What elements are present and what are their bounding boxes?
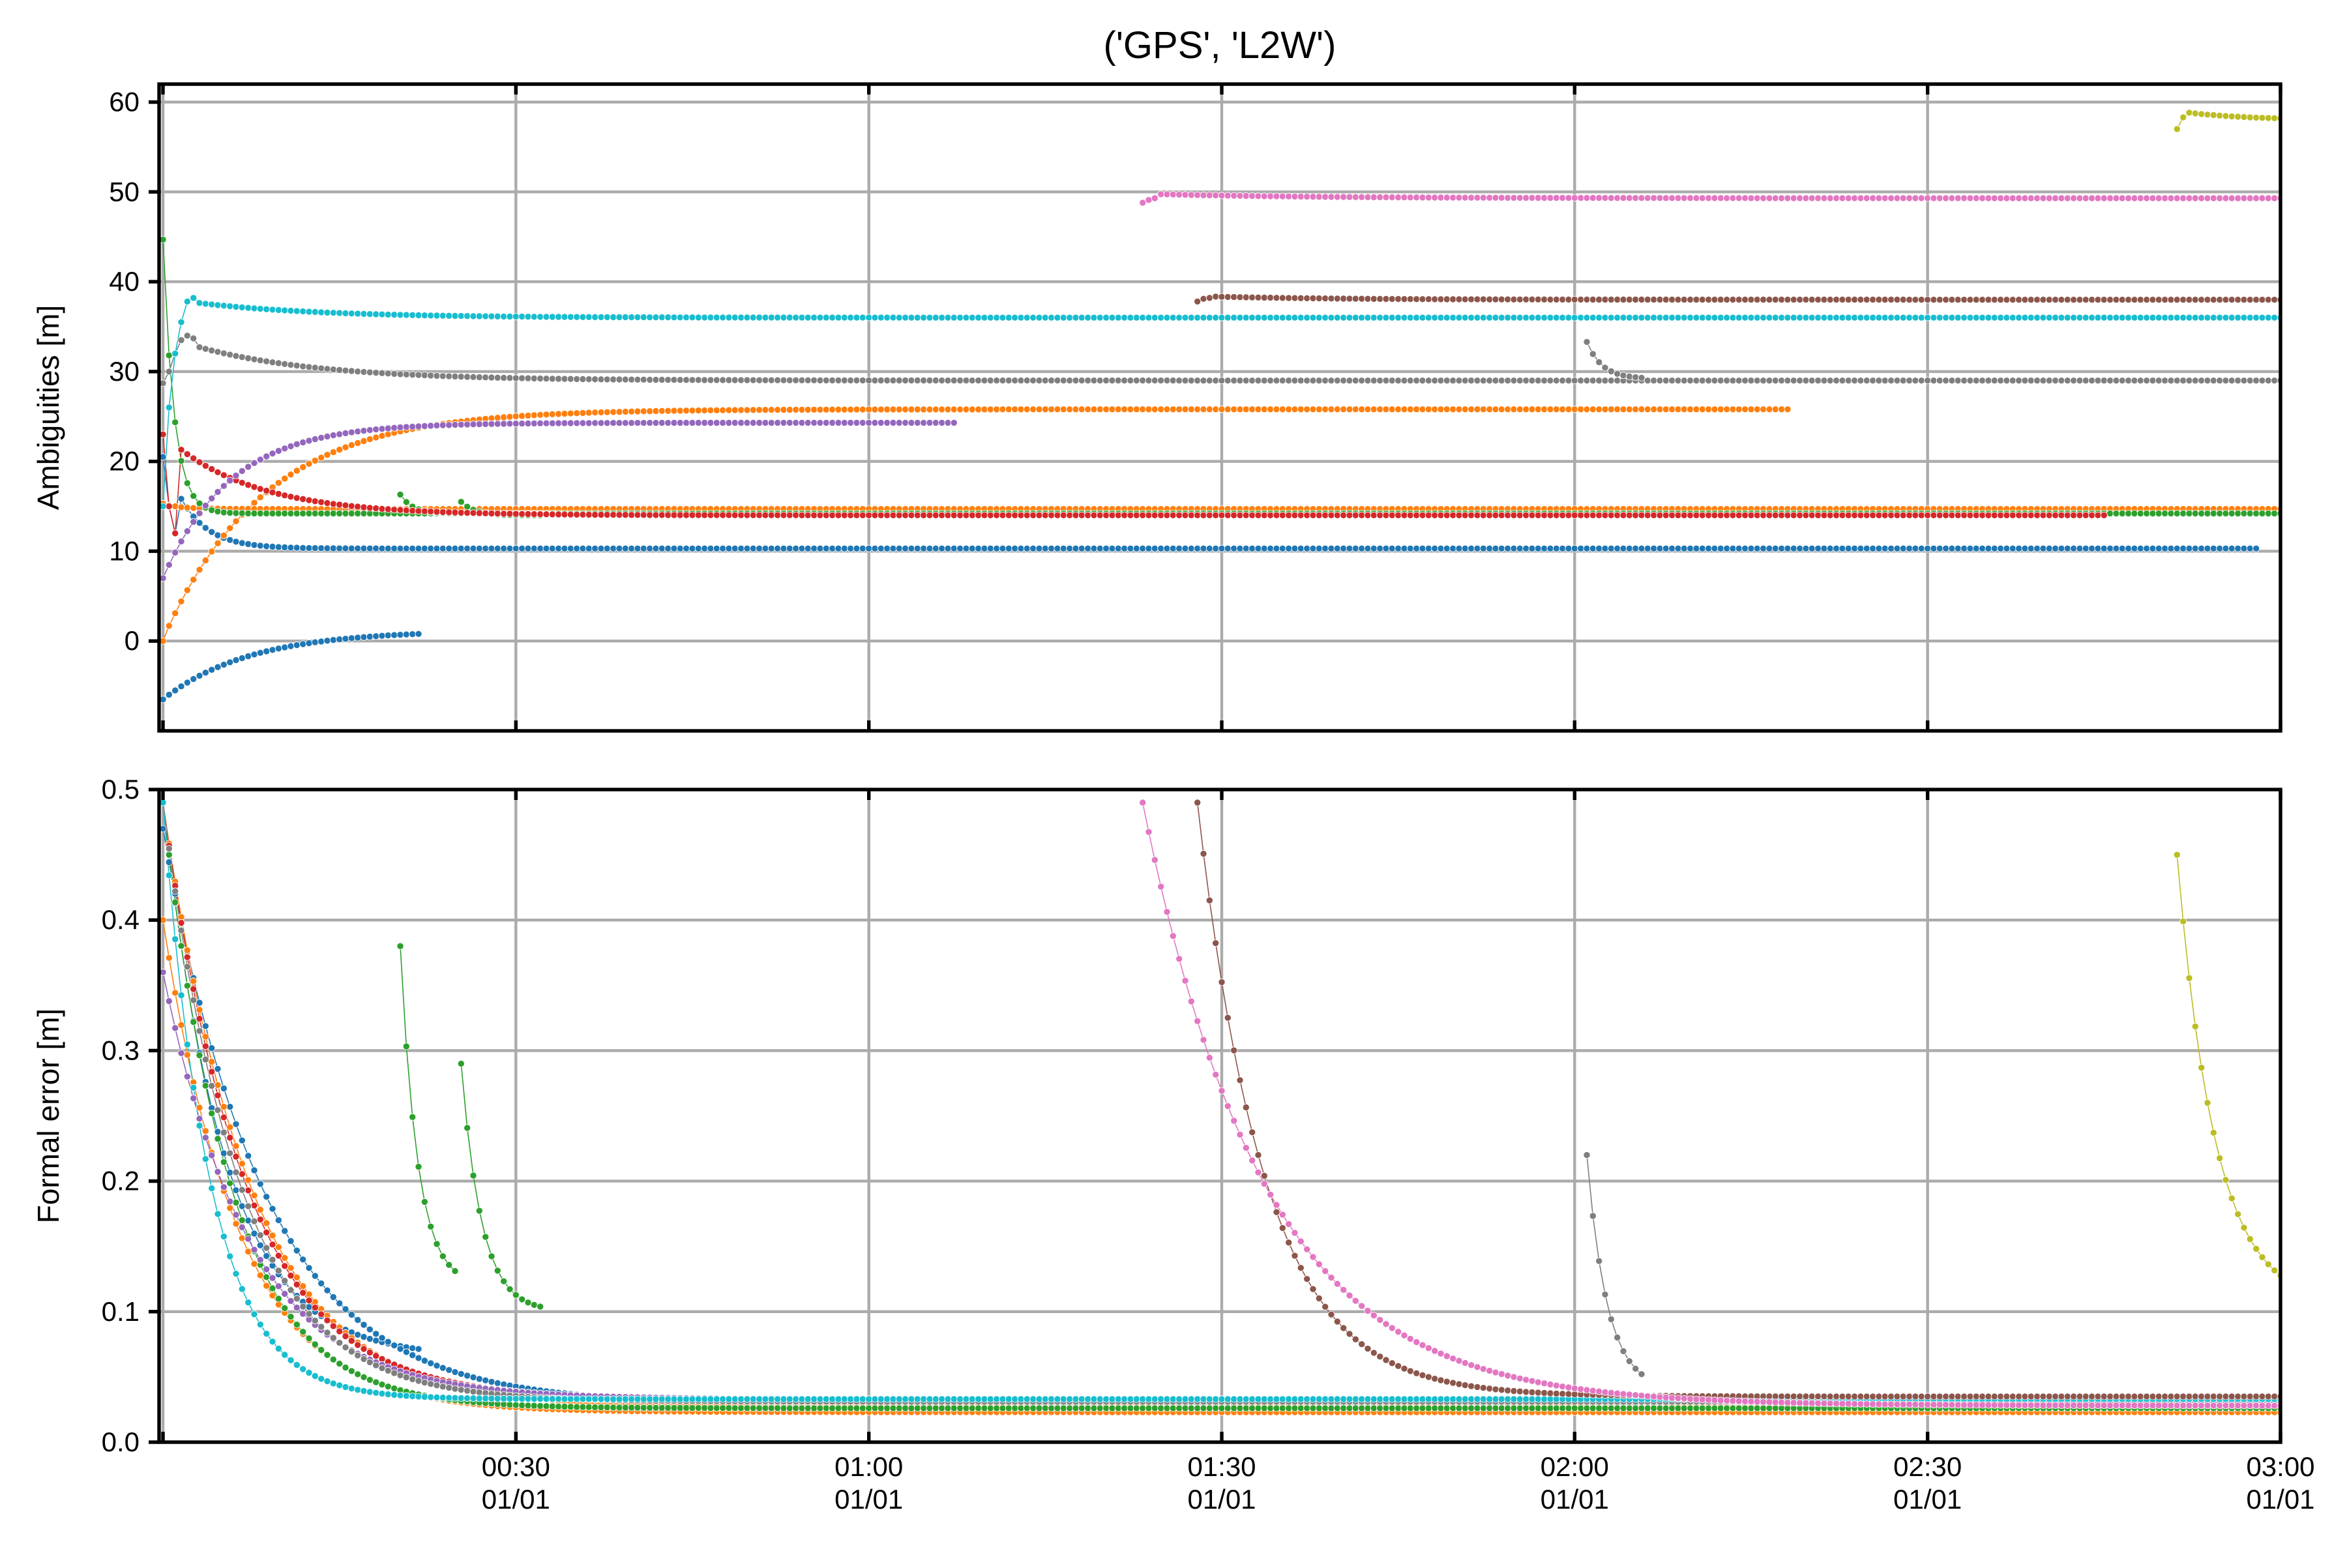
svg-text:01/01: 01/01 <box>482 1484 550 1515</box>
svg-text:02:30: 02:30 <box>1893 1451 1962 1482</box>
svg-text:01/01: 01/01 <box>1893 1484 1962 1515</box>
svg-text:00:30: 00:30 <box>482 1451 550 1482</box>
svg-text:50: 50 <box>109 176 140 207</box>
svg-text:0.5: 0.5 <box>102 774 140 805</box>
svg-text:0.1: 0.1 <box>102 1296 140 1327</box>
svg-text:60: 60 <box>109 87 140 117</box>
svg-text:10: 10 <box>109 535 140 566</box>
svg-text:0: 0 <box>125 625 140 656</box>
svg-text:0.0: 0.0 <box>102 1427 140 1457</box>
svg-text:03:00: 03:00 <box>2246 1451 2314 1482</box>
svg-text:01:30: 01:30 <box>1187 1451 1256 1482</box>
svg-text:01:00: 01:00 <box>834 1451 903 1482</box>
svg-text:01/01: 01/01 <box>1541 1484 1609 1515</box>
svg-text:40: 40 <box>109 266 140 297</box>
svg-text:('GPS', 'L2W'): ('GPS', 'L2W') <box>1104 24 1336 67</box>
svg-text:30: 30 <box>109 356 140 387</box>
svg-text:20: 20 <box>109 446 140 477</box>
svg-text:0.3: 0.3 <box>102 1035 140 1065</box>
svg-text:01/01: 01/01 <box>1187 1484 1256 1515</box>
svg-text:Formal error [m]: Formal error [m] <box>31 1009 65 1224</box>
svg-text:Ambiguities [m]: Ambiguities [m] <box>31 305 65 510</box>
svg-text:01/01: 01/01 <box>834 1484 903 1515</box>
svg-text:01/01: 01/01 <box>2246 1484 2314 1515</box>
svg-text:0.2: 0.2 <box>102 1166 140 1196</box>
svg-text:0.4: 0.4 <box>102 904 140 935</box>
svg-text:02:00: 02:00 <box>1541 1451 1609 1482</box>
